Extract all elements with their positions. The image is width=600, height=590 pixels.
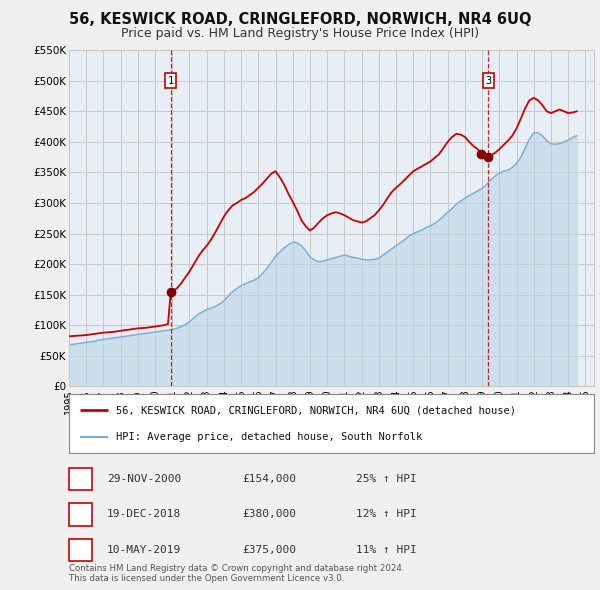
Text: £375,000: £375,000 xyxy=(242,545,296,555)
Text: 19-DEC-2018: 19-DEC-2018 xyxy=(107,510,181,519)
Text: Contains HM Land Registry data © Crown copyright and database right 2024.
This d: Contains HM Land Registry data © Crown c… xyxy=(69,563,404,583)
Text: 29-NOV-2000: 29-NOV-2000 xyxy=(107,474,181,484)
Text: Price paid vs. HM Land Registry's House Price Index (HPI): Price paid vs. HM Land Registry's House … xyxy=(121,27,479,40)
Text: 1: 1 xyxy=(77,474,84,484)
Text: 3: 3 xyxy=(485,76,491,86)
Text: 56, KESWICK ROAD, CRINGLEFORD, NORWICH, NR4 6UQ: 56, KESWICK ROAD, CRINGLEFORD, NORWICH, … xyxy=(69,12,531,27)
Text: 12% ↑ HPI: 12% ↑ HPI xyxy=(356,510,416,519)
Text: 1: 1 xyxy=(167,76,174,86)
Text: HPI: Average price, detached house, South Norfolk: HPI: Average price, detached house, Sout… xyxy=(116,432,422,441)
Text: 10-MAY-2019: 10-MAY-2019 xyxy=(107,545,181,555)
Text: £380,000: £380,000 xyxy=(242,510,296,519)
Text: 25% ↑ HPI: 25% ↑ HPI xyxy=(356,474,416,484)
Text: £154,000: £154,000 xyxy=(242,474,296,484)
Text: 3: 3 xyxy=(77,545,84,555)
Text: 56, KESWICK ROAD, CRINGLEFORD, NORWICH, NR4 6UQ (detached house): 56, KESWICK ROAD, CRINGLEFORD, NORWICH, … xyxy=(116,405,516,415)
Text: 2: 2 xyxy=(77,510,84,519)
Text: 11% ↑ HPI: 11% ↑ HPI xyxy=(356,545,416,555)
